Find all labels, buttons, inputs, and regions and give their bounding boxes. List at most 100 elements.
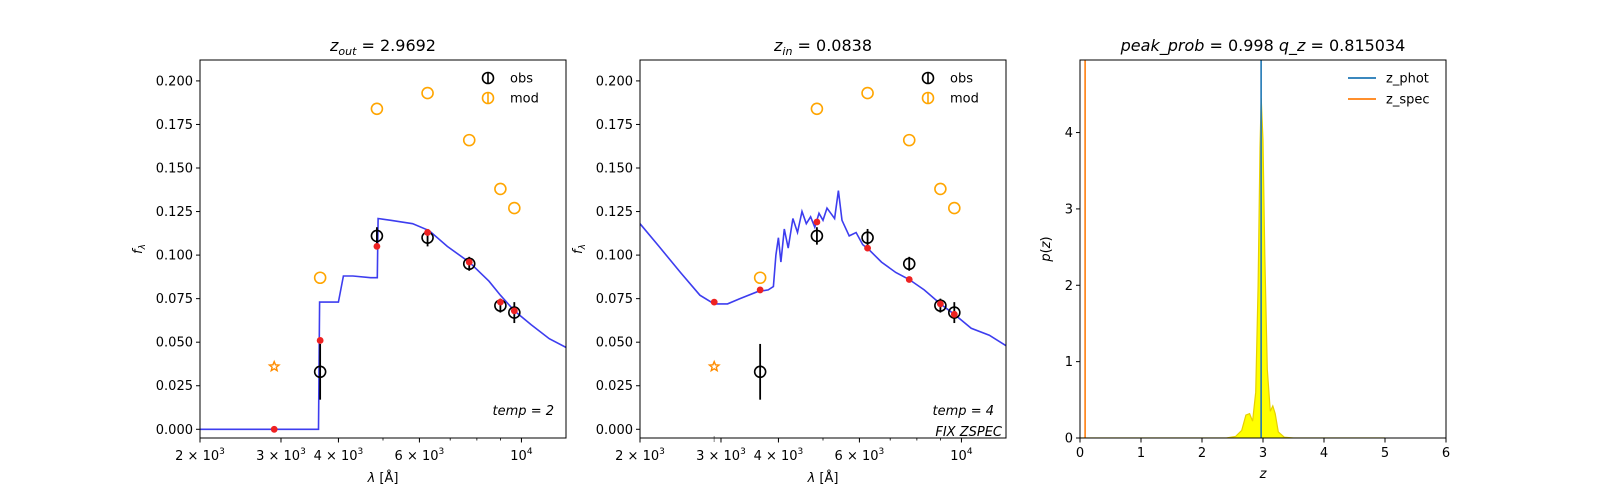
- x-tick-label: 4 × 103: [754, 447, 804, 464]
- x-tick-label: 3 × 103: [696, 447, 746, 464]
- obs-point: [948, 306, 961, 319]
- y-tick-label: 0.050: [596, 336, 633, 351]
- x-tick-label: 2 × 103: [615, 447, 665, 464]
- mod-point: [810, 102, 824, 116]
- mod-point: [421, 86, 434, 100]
- plot-area: [200, 86, 566, 433]
- y-tick-label: 0: [1065, 432, 1073, 447]
- template-annotation: temp = 2: [493, 404, 554, 419]
- legend-label-mod: mod: [950, 92, 979, 107]
- x-tick-label: 6 × 103: [395, 447, 445, 464]
- x-tick-label: 3 × 103: [256, 447, 306, 464]
- x-tick-label: 6: [1442, 446, 1450, 461]
- obs-point: [462, 257, 476, 271]
- model-flux-point: [936, 300, 944, 308]
- y-tick-label: 0.175: [596, 118, 633, 133]
- mod-point: [934, 182, 947, 196]
- y-tick-label: 0.025: [596, 379, 633, 394]
- model-flux-point: [864, 244, 871, 252]
- y-tick-label: 0.000: [156, 423, 193, 438]
- obs-point: [313, 365, 327, 379]
- y-tick-label: 0.150: [596, 162, 633, 177]
- model-flux-point: [510, 307, 518, 315]
- y-tick-label: 0.075: [156, 292, 193, 307]
- y-tick-label: 2: [1065, 279, 1073, 294]
- x-tick-label: 6 × 103: [835, 447, 885, 464]
- y-tick-label: 0.125: [156, 205, 193, 220]
- x-tick-label: 3: [1259, 446, 1267, 461]
- model-spectrum-line: [640, 190, 1006, 347]
- obs-point: [508, 306, 521, 319]
- mod-point: [313, 271, 327, 285]
- obs-point: [934, 299, 947, 312]
- mod-point: [902, 133, 916, 147]
- y-tick-label: 0.000: [596, 423, 633, 438]
- template-annotation: temp = 4: [933, 404, 994, 419]
- x-axis-label: z: [1259, 467, 1268, 482]
- panel-title: peak_prob = 0.998 q_z = 0.815034: [1120, 36, 1406, 56]
- mod-point: [508, 201, 521, 215]
- y-tick-label: 3: [1065, 202, 1073, 217]
- y-axis-label: fλ: [571, 244, 588, 254]
- mod-point: [948, 201, 961, 215]
- y-tick-label: 0.175: [156, 118, 193, 133]
- model-flux-point: [373, 242, 381, 250]
- legend-label-mod: mod: [510, 92, 539, 107]
- model-flux-point: [905, 276, 913, 283]
- y-tick-label: 0.100: [156, 249, 193, 264]
- y-axis-label: p(z): [1039, 236, 1054, 262]
- obs-point: [902, 257, 916, 271]
- x-axis-label: λ [Å]: [367, 470, 399, 486]
- y-tick-label: 0.200: [596, 74, 633, 89]
- mod-point: [861, 86, 874, 100]
- y-tick-label: 0.025: [156, 379, 193, 394]
- fix-zspec-annotation: FIX ZSPEC: [935, 425, 1003, 440]
- legend-label-obs: obs: [510, 72, 533, 87]
- y-tick-label: 0.200: [156, 74, 193, 89]
- mod-point: [370, 102, 384, 116]
- y-tick-label: 0.125: [596, 205, 633, 220]
- model-flux-point: [270, 425, 278, 433]
- x-tick-label: 2: [1198, 446, 1206, 461]
- y-tick-label: 0.075: [596, 292, 633, 307]
- plot-area: [640, 86, 1006, 400]
- x-tick-label: 0: [1076, 446, 1084, 461]
- mod-point: [753, 271, 767, 285]
- pz-panel: 0 1 2 3 4 0 1 2 3 4 5 6 z p(z) peak_prob = 0.998 q_z =…: [1039, 36, 1450, 482]
- x-tick-label: 4: [1320, 446, 1328, 461]
- model-flux-point: [465, 258, 473, 266]
- obs-point: [753, 365, 767, 379]
- obs-point: [810, 229, 824, 243]
- model-flux-point: [316, 337, 324, 344]
- x-tick-label: 2 × 103: [175, 447, 225, 464]
- x-tick-label: 104: [950, 447, 973, 464]
- model-flux-point: [950, 310, 958, 318]
- x-tick-label: 1: [1137, 446, 1145, 461]
- model-flux-point: [756, 286, 764, 294]
- y-tick-label: 0.150: [156, 162, 193, 177]
- y-tick-label: 1: [1065, 355, 1073, 370]
- sed-panel-2: 0.000 0.025 0.050 0.075 0.100 0.125 0.150 0.175…: [571, 36, 1007, 486]
- model-flux-point: [710, 298, 718, 306]
- obs-point: [370, 229, 384, 243]
- x-tick-label: 4 × 103: [314, 447, 364, 464]
- x-axis-label: λ [Å]: [807, 470, 839, 486]
- y-axis-label: fλ: [131, 244, 148, 254]
- model-flux-point: [496, 298, 504, 306]
- plot-area: [1080, 60, 1385, 438]
- x-tick-label: 5: [1381, 446, 1389, 461]
- y-tick-label: 4: [1065, 126, 1073, 141]
- model-flux-point: [813, 218, 821, 226]
- obs-point: [861, 231, 874, 244]
- x-tick-label: 104: [510, 447, 533, 464]
- legend-label-z_phot: z_phot: [1386, 72, 1429, 87]
- mod-point: [462, 133, 476, 147]
- panel-title: zin = 0.0838: [773, 36, 872, 58]
- upper-limit-star-marker: [707, 359, 721, 373]
- panel-title: zout = 2.9692: [329, 36, 436, 58]
- model-flux-point: [424, 229, 431, 236]
- sed-panel-1: 0.000 0.025 0.050 0.075 0.100 0.125 0.150 0.175…: [131, 36, 567, 486]
- upper-limit-star-marker: [267, 359, 281, 373]
